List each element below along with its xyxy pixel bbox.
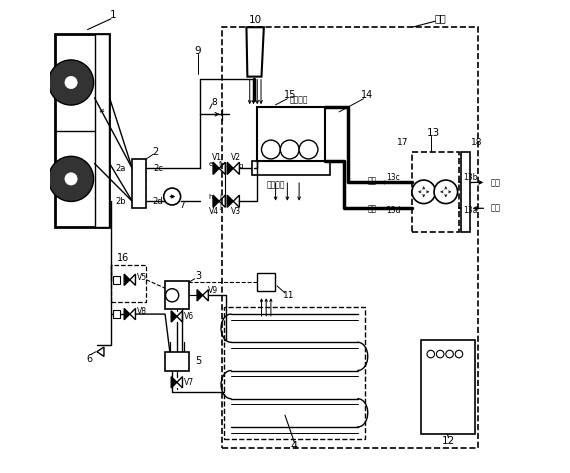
Text: i: i (219, 193, 222, 200)
Text: 新风: 新风 (491, 204, 500, 213)
Text: 13: 13 (426, 128, 439, 138)
Circle shape (48, 157, 93, 201)
Polygon shape (227, 162, 233, 175)
Text: 排风: 排风 (491, 178, 500, 187)
Text: V8: V8 (137, 307, 146, 316)
Text: 16: 16 (117, 253, 129, 263)
Circle shape (48, 60, 93, 105)
Polygon shape (171, 311, 177, 322)
Text: 1: 1 (110, 10, 117, 20)
Text: 2d: 2d (153, 197, 164, 206)
Text: V2: V2 (231, 153, 241, 162)
Text: 15: 15 (283, 90, 296, 100)
Text: V1: V1 (212, 153, 222, 162)
Bar (412, 152, 459, 232)
Circle shape (427, 350, 434, 358)
Text: 13b: 13b (463, 173, 478, 182)
Text: V5: V5 (137, 273, 146, 282)
Text: 13c: 13c (386, 173, 400, 182)
Text: 10: 10 (249, 15, 262, 25)
Circle shape (455, 350, 463, 358)
Circle shape (299, 140, 318, 159)
Bar (165, 352, 189, 370)
Bar (252, 161, 329, 175)
Circle shape (434, 180, 458, 203)
Bar (95, 35, 109, 227)
Text: 13d: 13d (386, 206, 400, 215)
Circle shape (165, 289, 179, 302)
Circle shape (446, 350, 453, 358)
Circle shape (65, 76, 77, 88)
Bar (113, 310, 120, 318)
Text: h: h (209, 193, 213, 200)
Text: 4: 4 (291, 441, 298, 451)
Bar (132, 159, 146, 208)
Text: 排风: 排风 (368, 176, 377, 185)
Circle shape (65, 173, 77, 185)
Text: 7: 7 (180, 201, 185, 210)
Bar (461, 152, 470, 232)
Text: 2: 2 (153, 147, 159, 157)
Text: 6: 6 (87, 354, 93, 364)
Bar (257, 107, 325, 161)
Bar (224, 307, 365, 438)
Text: V6: V6 (184, 312, 194, 321)
Text: V9: V9 (208, 286, 218, 295)
Circle shape (262, 140, 280, 159)
Text: 12: 12 (442, 436, 455, 446)
Text: 新风: 新风 (368, 205, 377, 214)
Bar (113, 276, 120, 283)
Polygon shape (124, 274, 130, 285)
Text: 18: 18 (471, 138, 483, 147)
Polygon shape (124, 308, 130, 320)
Text: 17: 17 (397, 138, 408, 147)
Text: 2b: 2b (115, 197, 126, 206)
Text: 11: 11 (283, 291, 295, 300)
Text: j: j (219, 204, 222, 210)
Text: 9: 9 (195, 46, 201, 56)
Bar (257, 273, 275, 290)
Polygon shape (213, 195, 219, 207)
Circle shape (164, 188, 181, 205)
Text: g: g (238, 163, 242, 169)
Polygon shape (197, 289, 203, 301)
Bar (111, 265, 146, 302)
Text: V7: V7 (184, 378, 194, 387)
Text: 8: 8 (211, 98, 217, 107)
Polygon shape (227, 195, 233, 207)
Text: 3: 3 (195, 272, 201, 281)
Text: 室内机风: 室内机风 (290, 96, 308, 105)
Text: 5: 5 (195, 356, 201, 366)
Text: 房间: 房间 (434, 13, 446, 23)
Polygon shape (213, 162, 219, 175)
Bar (421, 340, 475, 434)
Text: ≠: ≠ (99, 108, 104, 114)
Text: 2a: 2a (115, 164, 125, 173)
Text: e: e (209, 161, 213, 166)
Text: 2c: 2c (153, 164, 163, 173)
Circle shape (280, 140, 299, 159)
Text: 13a: 13a (463, 206, 478, 215)
Circle shape (437, 350, 444, 358)
Bar (55, 35, 109, 227)
Text: 室内送风: 室内送风 (266, 180, 285, 189)
Text: V4: V4 (209, 207, 218, 216)
Text: 14: 14 (361, 90, 373, 100)
Bar (222, 27, 478, 448)
Text: V3: V3 (230, 207, 241, 216)
Text: f: f (219, 161, 222, 166)
Polygon shape (171, 377, 177, 388)
Circle shape (412, 180, 435, 203)
Bar (165, 281, 189, 309)
